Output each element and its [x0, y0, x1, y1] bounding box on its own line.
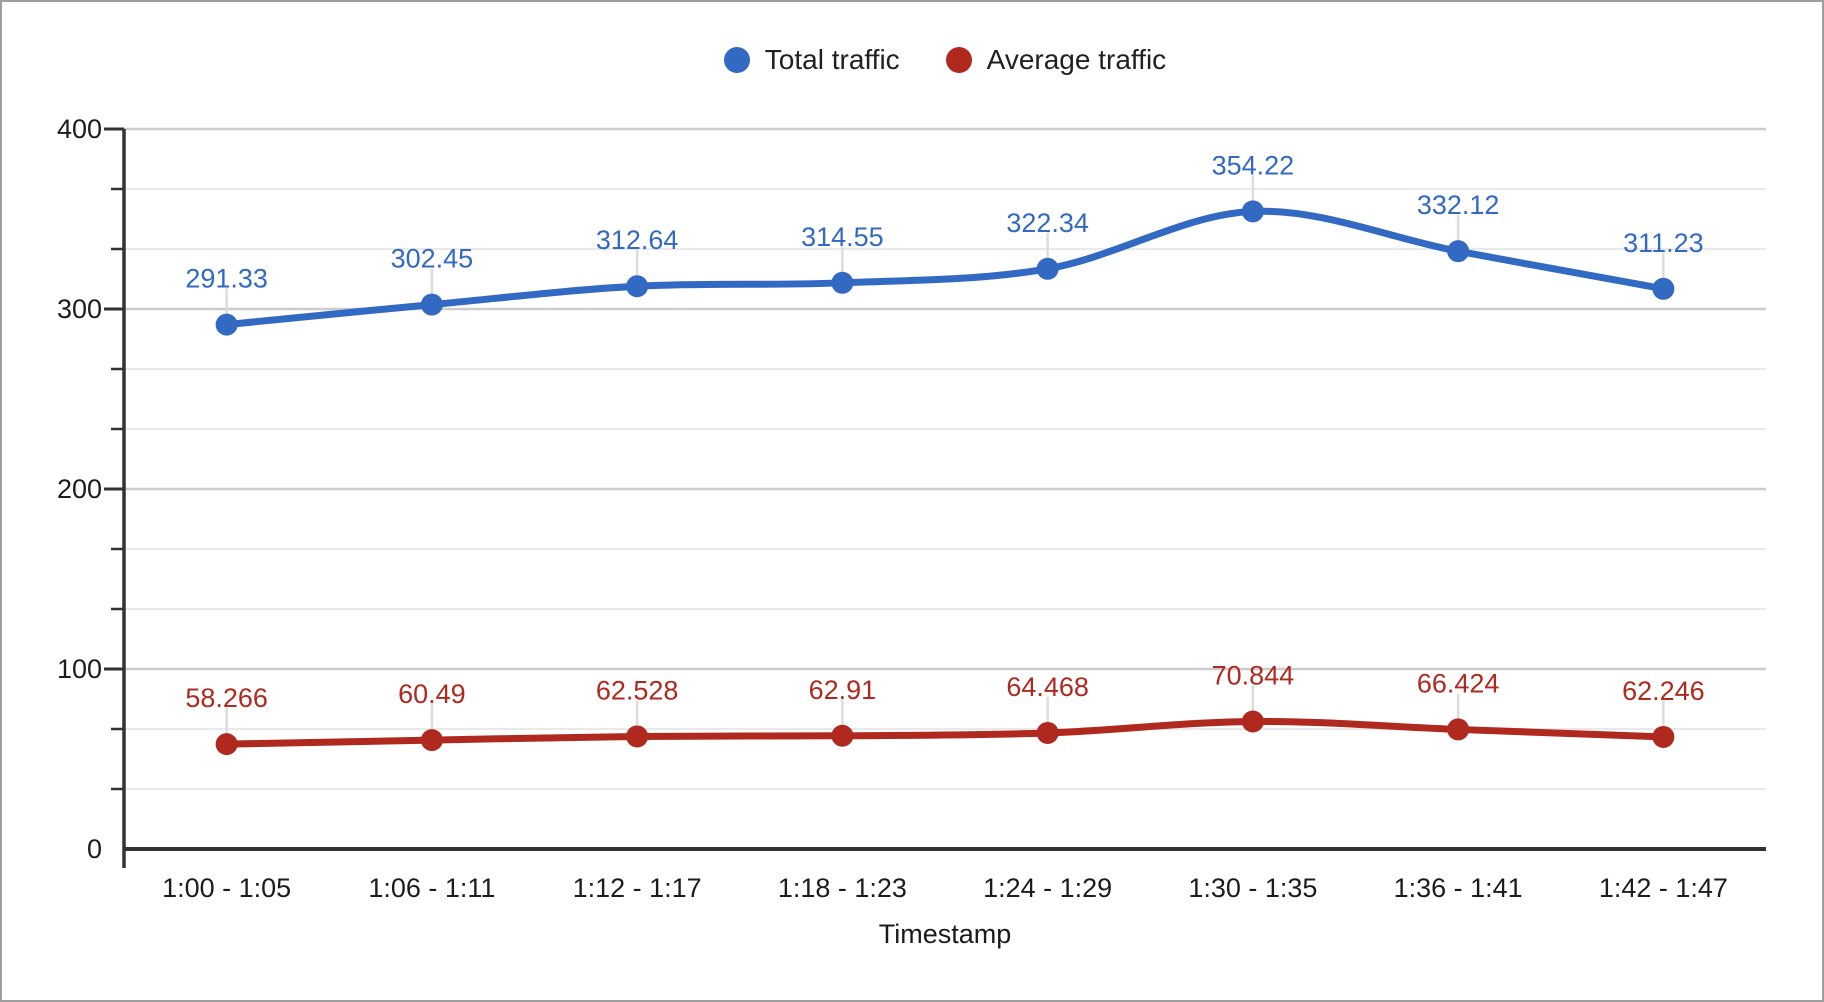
data-label: 312.64 [596, 225, 679, 255]
data-point-marker [626, 275, 649, 298]
data-point-marker [1447, 240, 1470, 263]
data-label: 354.22 [1212, 150, 1295, 180]
data-label: 62.91 [809, 675, 877, 705]
line-total-traffic [223, 207, 1667, 329]
series-layer: 291.33 302.45 312.64 314.55 322.34 354.22 332.… [185, 150, 1705, 756]
legend-label: Total traffic [764, 44, 900, 75]
data-point-marker [1652, 725, 1675, 748]
data-point-marker [420, 729, 443, 752]
x-tick-label: 1:12 - 1:17 [573, 873, 702, 903]
data-point-marker [1447, 718, 1470, 741]
x-tick-label: 1:42 - 1:47 [1599, 873, 1728, 903]
y-tick-label: 200 [57, 474, 102, 504]
data-point-marker [1241, 710, 1264, 733]
data-point-marker [1036, 721, 1059, 744]
legend-dot-icon [945, 47, 972, 73]
x-axis-title: Timestamp [879, 919, 1012, 949]
data-label: 291.33 [185, 264, 268, 294]
y-axis-labels: 0 100 200 300 400 [57, 114, 102, 864]
x-tick-label: 1:36 - 1:41 [1394, 873, 1523, 903]
y-tick-label: 100 [57, 654, 102, 684]
data-label: 322.34 [1006, 208, 1089, 238]
data-point-marker [215, 733, 238, 756]
x-axis-labels: 1:00 - 1:05 1:06 - 1:11 1:12 - 1:17 1:18 - … [162, 873, 1728, 903]
data-point-marker [626, 725, 649, 748]
x-axis-title-group: Timestamp [879, 919, 1012, 949]
data-label: 314.55 [801, 222, 884, 252]
axis-lines [122, 129, 1766, 868]
x-tick-label: 1:24 - 1:29 [983, 873, 1112, 903]
y-tick-label: 300 [57, 294, 102, 324]
axis-ticks [104, 127, 124, 791]
legend-item-total-traffic: Total traffic [723, 44, 900, 75]
data-point-marker [420, 293, 443, 316]
y-tick-label: 400 [57, 114, 102, 144]
series-average-traffic: 58.266 60.49 62.528 62.91 64.468 70.844 66.424… [185, 660, 1705, 756]
data-point-marker [1241, 200, 1264, 223]
data-label: 64.468 [1006, 672, 1089, 702]
gridlines [124, 127, 1766, 790]
legend-label: Average traffic [986, 44, 1167, 75]
legend-dot-icon [723, 47, 750, 73]
data-label: 66.424 [1417, 668, 1500, 698]
data-label: 70.844 [1212, 660, 1295, 690]
data-label: 60.49 [398, 679, 466, 709]
line-average-traffic [223, 717, 1667, 748]
x-tick-label: 1:06 - 1:11 [368, 873, 495, 903]
x-tick-label: 1:00 - 1:05 [162, 873, 291, 903]
data-point-marker [831, 724, 854, 747]
data-point-marker [215, 313, 238, 336]
x-tick-label: 1:30 - 1:35 [1188, 873, 1317, 903]
data-point-marker [1036, 257, 1059, 280]
data-point-marker [1652, 277, 1675, 300]
data-label: 62.528 [596, 675, 679, 705]
data-label: 302.45 [391, 244, 474, 274]
series-total-traffic: 291.33 302.45 312.64 314.55 322.34 354.22 332.… [185, 150, 1704, 336]
y-tick-label: 0 [87, 834, 102, 864]
x-tick-label: 1:18 - 1:23 [778, 873, 907, 903]
data-label: 332.12 [1417, 190, 1500, 220]
chart-legend: Total traffic Average traffic [124, 42, 1766, 78]
data-point-marker [831, 271, 854, 294]
data-label: 311.23 [1623, 228, 1704, 258]
data-label: 58.266 [185, 683, 268, 713]
legend-item-average-traffic: Average traffic [945, 44, 1167, 75]
data-label: 62.246 [1622, 676, 1705, 706]
